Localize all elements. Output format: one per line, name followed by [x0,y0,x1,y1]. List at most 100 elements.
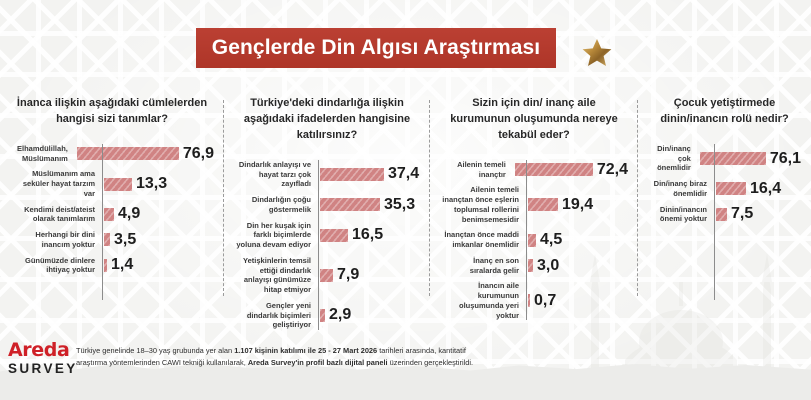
bar-value: 2,9 [329,306,352,324]
chart-1-title: İnanca ilişkin aşağıdaki cümlelerden han… [16,97,208,125]
bar-label: İnanç en son sıralarda gelir [469,255,519,275]
footer: Areda SURVEY Türkiye genelinde 18–30 yaş… [0,332,811,400]
bar-value: 76,9 [182,144,214,162]
chart-1-plot: Elhamdülillah, Müslümanım 76,9 Müslümanı… [10,143,214,306]
table-row: İnançtan önce maddi imkanlar önemlidir 4… [440,230,628,250]
bar [104,233,110,247]
bar-label: Gençler yeni dindarlık biçimleri gelişti… [246,300,311,330]
table-row: İnancın aile kurumunun oluşumunda yeri y… [440,281,628,320]
table-row: Din/inanç çok önemlidir 76,1 [648,144,801,173]
table-row: Günümüzde dinlere ihtiyaç yoktur 1,4 [10,256,214,276]
chart-2-title: Türkiye'deki dindarlığa ilişkin aşağıdak… [243,97,411,141]
bar-label: Dinin/inancın önemi yoktur [659,204,707,224]
bar-area: 37,4 [318,165,420,183]
bar-label: Din/inanç çok önemlidir [657,143,691,173]
table-row: Elhamdülillah, Müslümanım 76,9 [10,144,214,164]
note-segment-2b: Areda Survey'in profil bazlı dijital pan… [247,357,388,367]
chart-panel-4: Çocuk yetiştirmede dinin/inancın rolü ne… [638,96,811,306]
bar-area: 3,0 [526,257,628,275]
bar-label: Din her kuşak için farklı biçimlerde yol… [236,220,311,250]
bar-area: 76,9 [75,145,214,163]
table-row: Kendimi deist/ateist olarak tanımlarım 4… [10,205,214,225]
bar-value: 0,7 [534,291,557,309]
bar-label: Ailenin temeli inançtan önce eşlerin top… [442,185,519,224]
note-segment-1b: 1.107 kişinin katılımı ile 25 - 27 Mart … [234,346,378,355]
bar-label: Elhamdülillah, Müslümanım [17,143,68,163]
bar [104,207,114,221]
bar-value: 7,9 [337,266,360,284]
bar-area: 4,9 [102,205,214,223]
bar [320,167,384,181]
logo-secondary-text: SURVEY [8,361,78,376]
chart-1-axis [102,143,103,300]
table-row: Dindarlığın çoğu göstermelik 35,3 [234,195,420,215]
bar [320,268,333,282]
bar-area: 1,4 [102,256,214,274]
areda-survey-logo: Areda SURVEY [0,341,76,378]
bar-area: 2,9 [318,306,420,324]
charts-container: İnanca ilişkin aşağıdaki cümlelerden han… [0,96,811,331]
bar-value: 16,5 [352,226,384,244]
bar [76,147,179,161]
bar-area: 76,1 [698,150,801,168]
chart-3-axis [526,159,527,321]
bar-label: Günümüzde dinlere ihtiyaç yoktur [24,255,95,275]
bar-value: 72,4 [596,160,628,178]
bar-label: Dindarlığın çoğu göstermelik [251,195,311,214]
bar-value: 16,4 [750,179,782,197]
bar-value: 4,5 [540,231,563,249]
bar-label: Müslümanım ama seküler hayat tarzım var [22,169,95,198]
note-segment-1c: tarihleri arasında, kantitatif [377,346,466,355]
title-banner: Gençlerde Din Algısı Araştırması [196,28,556,68]
bar-value: 35,3 [384,195,416,213]
chart-4-axis [714,143,715,300]
bar-area: 0,7 [526,292,628,310]
bar-label: Kendimi deist/ateist olarak tanımlarım [24,204,95,224]
bar-label: İnançtan önce maddi imkanlar önemlidir [444,230,519,250]
bar [528,294,530,308]
bar [716,182,746,196]
bar-label: Ailenin temeli inançtır [457,159,506,179]
table-row: Yetişkinlerin temsil ettiği dindarlık an… [234,256,420,295]
chart-panel-3: Sizin için din/ inanç aile kurumunun olu… [430,96,638,321]
bar [528,198,558,212]
table-row: Ailenin temeli inançtır 72,4 [440,160,628,180]
column-divider [223,100,224,296]
bar-label: Yetişkinlerin temsil ettiği dindarlık an… [243,255,311,295]
methodology-note: Türkiye genelinde 18–30 yaş grubunda yer… [76,341,496,369]
bar [320,198,380,212]
table-row: Müslümanım ama seküler hayat tarzım var … [10,169,214,198]
bar-value: 1,4 [111,256,134,274]
chart-3-title: Sizin için din/ inanç aile kurumunun olu… [450,97,618,141]
note-segment-1a: Türkiye genelinde 18–30 yaş grubunda yer… [76,346,235,355]
bar [320,228,348,242]
bar [528,259,533,273]
bar-value: 13,3 [136,175,168,192]
bar-area: 16,4 [714,180,801,198]
logo-primary-text: Areda [8,339,70,361]
table-row: İnanç en son sıralarda gelir 3,0 [440,256,628,276]
table-row: Din her kuşak için farklı biçimlerde yol… [234,221,420,250]
page-title: Gençlerde Din Algısı Araştırması [211,36,541,59]
table-row: Herhangi bir dini inancım yoktur 3,5 [10,230,214,250]
chart-3-plot: Ailenin temeli inançtır 72,4 Ailenin tem… [440,159,628,327]
bar-value: 3,5 [114,230,137,248]
bar-label: Herhangi bir dini inancım yoktur [35,230,95,249]
bar-value: 7,5 [731,205,754,223]
chart-2-axis [318,159,319,331]
chart-2-plot: Dindarlık anlayışı ve hayat tarzı çok za… [234,159,420,336]
bar-label: Din/inanç biraz önemlidir [653,179,707,198]
table-row: Ailenin temeli inançtan önce eşlerin top… [440,185,628,224]
bar-area: 35,3 [318,196,420,214]
column-divider [429,100,430,296]
bar-area: 7,9 [318,266,420,284]
bar [716,207,727,221]
bar [528,233,536,247]
bar-area: 7,5 [714,205,801,223]
bar-area: 4,5 [526,231,628,249]
bar-area: 19,4 [526,196,628,214]
torn-paper-strip [0,363,811,400]
bar-label: İnancın aile kurumunun oluşumunda yeri y… [458,281,519,320]
table-row: Din/inanç biraz önemlidir 16,4 [648,179,801,199]
bar-value: 76,1 [769,149,801,167]
